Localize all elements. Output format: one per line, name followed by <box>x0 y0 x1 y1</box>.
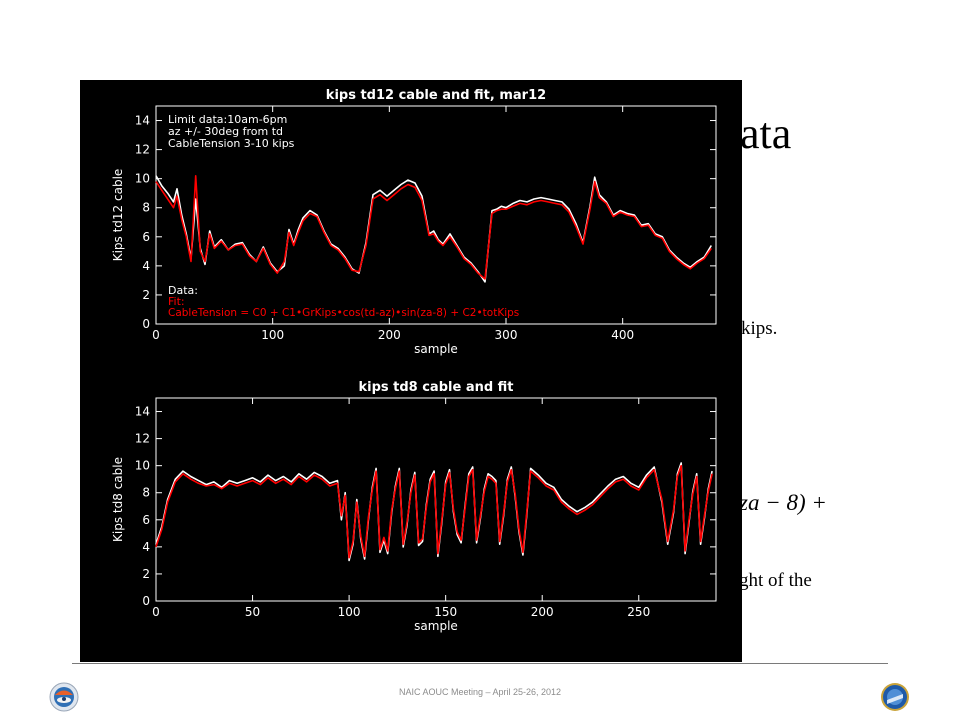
chart2-ytick-label: 10 <box>135 459 150 473</box>
chart2-xtick-label: 150 <box>434 605 457 619</box>
chart1-axes-frame <box>155 105 717 325</box>
chart2-title: kips td8 cable and fit <box>358 380 513 395</box>
chart2-axes-frame <box>155 397 717 602</box>
chart2-ytick-label: 8 <box>142 486 150 500</box>
chart1-xtick-label: 400 <box>611 328 634 342</box>
chart1-ytick-label: 4 <box>142 259 150 273</box>
chart2-xtick-label: 200 <box>531 605 554 619</box>
nsf-logo-icon <box>881 683 909 711</box>
chart2-xtick-label: 50 <box>245 605 260 619</box>
chart2-ytick-label: 6 <box>142 513 150 527</box>
chart2-ytick-label: 12 <box>135 432 150 446</box>
chart1-ytick-label: 12 <box>135 143 150 157</box>
slide-text-fragment-weight: ght of the <box>739 570 812 591</box>
footer-text: NAIC AOUC Meeting – April 25-26, 2012 <box>398 687 562 697</box>
chart1-ytick-label: 0 <box>142 317 150 331</box>
footer-divider <box>72 663 888 664</box>
chart2-ytick-label: 4 <box>142 540 150 554</box>
chart1-legend-fit-label: Fit: <box>168 295 185 308</box>
chart1-data-series-line <box>155 175 712 283</box>
chart1-fit-series-line <box>155 175 712 280</box>
chart2-xtick-label: 250 <box>627 605 650 619</box>
plot-panel: kips td12 cable and fit, mar12 0 100 200 300… <box>80 80 742 662</box>
chart1-xlabel: sample <box>414 342 458 356</box>
naic-logo-icon <box>49 682 79 712</box>
chart2-ytick-label: 2 <box>142 567 150 581</box>
chart1-ytick-label: 6 <box>142 230 150 244</box>
chart2-xtick-label: 100 <box>338 605 361 619</box>
chart2-ylabel: Kips td8 cable <box>111 457 125 542</box>
chart1-xtick-label: 300 <box>495 328 518 342</box>
chart2-xtick-label: 0 <box>152 605 160 619</box>
slide-equation-fragment: za − 8) + <box>739 490 827 515</box>
chart1-annotation: az +/- 30deg from td <box>168 125 283 138</box>
chart1-xtick-label: 0 <box>152 328 160 342</box>
chart1-legend-data-label: Data: <box>168 284 198 297</box>
chart1-ylabel: Kips td12 cable <box>111 169 125 262</box>
slide-text-fragment-kips: kips. <box>741 318 778 339</box>
chart2-xlabel: sample <box>414 619 458 633</box>
chart1-ytick-label: 8 <box>142 201 150 215</box>
chart1-xtick-label: 100 <box>261 328 284 342</box>
chart2-fit-series-line <box>155 464 713 559</box>
chart1-title: kips td12 cable and fit, mar12 <box>326 88 546 103</box>
chart1-ytick-label: 2 <box>142 288 150 302</box>
chart1-annotation: CableTension 3-10 kips <box>168 137 295 150</box>
chart2-ytick-label: 14 <box>135 405 150 419</box>
slide-title-fragment: ata <box>740 109 792 158</box>
chart1-ytick-label: 14 <box>135 114 150 128</box>
chart1-ytick-label: 10 <box>135 172 150 186</box>
chart1-xtick-label: 200 <box>378 328 401 342</box>
chart1-legend-fit-formula: CableTension = C0 + C1•GrKips•cos(td-az)… <box>168 307 519 319</box>
chart1-annotation: Limit data:10am-6pm <box>168 113 287 126</box>
chart2-ytick-label: 0 <box>142 594 150 608</box>
